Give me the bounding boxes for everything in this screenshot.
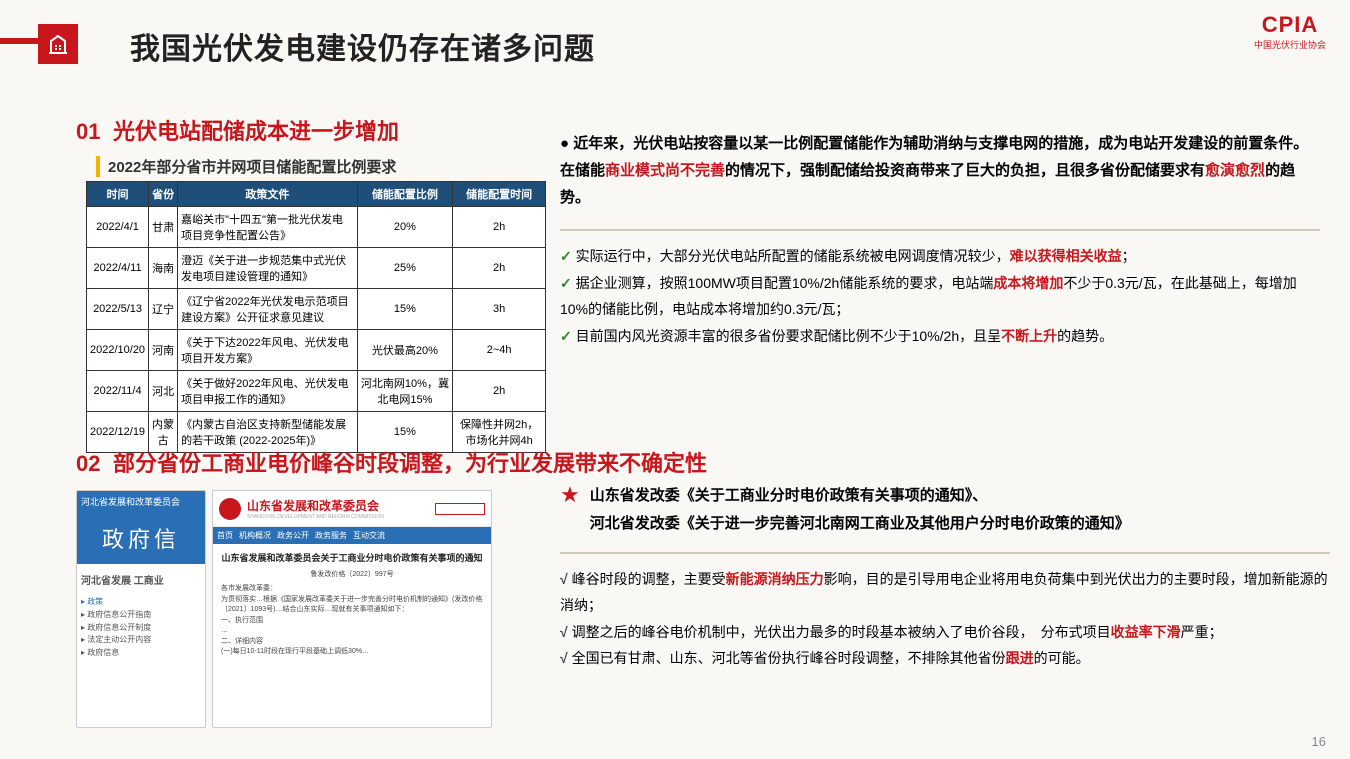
table-header: 储能配置时间 — [453, 182, 546, 207]
section-01-commentary: 近年来，光伏电站按容量以某一比例配置储能作为辅助消纳与支撑电网的措施，成为电站开… — [560, 130, 1320, 349]
check-item: 全国已有甘肃、山东、河北等省份执行峰谷时段调整，不排除其他省份跟进的可能。 — [560, 645, 1330, 672]
building-icon — [38, 24, 78, 64]
search-box — [435, 503, 485, 515]
accent-bar — [0, 38, 38, 44]
table-header: 储能配置比例 — [357, 182, 453, 207]
check-list-02: 峰谷时段的调整，主要受新能源消纳压力影响，目的是引导用电企业将用电负荷集中到光伏… — [560, 552, 1330, 672]
logo-subtext: 中国光伏行业协会 — [1254, 38, 1326, 51]
table-caption: 2022年部分省市并网项目储能配置比例要求 — [96, 156, 546, 177]
table-row: 2022/4/1甘肃嘉峪关市"十四五"第一批光伏发电项目竞争性配置公告》20%2… — [87, 207, 546, 248]
notice-titles: 山东省发改委《关于工商业分时电价政策有关事项的通知》、 河北省发改委《关于进一步… — [590, 482, 1130, 538]
check-item: 调整之后的峰谷电价机制中，光伏出力最多的时段基本被纳入了电价谷段， 分布式项目收… — [560, 619, 1330, 646]
policy-table: 时间省份政策文件储能配置比例储能配置时间 2022/4/1甘肃嘉峪关市"十四五"… — [86, 181, 546, 453]
table-row: 2022/11/4河北《关于做好2022年风电、光伏发电项目申报工作的通知》河北… — [87, 371, 546, 412]
section-heading-01: 光伏电站配储成本进一步增加 — [113, 119, 399, 144]
cpia-logo: CPIA 中国光伏行业协会 — [1254, 12, 1326, 51]
emblem-icon — [219, 498, 241, 520]
section-01: 01 光伏电站配储成本进一步增加 2022年部分省市并网项目储能配置比例要求 时… — [76, 114, 546, 453]
screenshot-hebei: 河北省发展和改革委员会 政府信 河北省发展 工商业 ▸ 政策 ▸ 政府信息公开指… — [76, 490, 206, 728]
bullet-main: 近年来，光伏电站按容量以某一比例配置储能作为辅助消纳与支撑电网的措施，成为电站开… — [560, 130, 1320, 211]
logo-text: CPIA — [1254, 12, 1326, 38]
section-num-01: 01 — [76, 119, 100, 145]
table-header: 省份 — [149, 182, 178, 207]
section-num-02: 02 — [76, 451, 100, 477]
check-list-01: 实际运行中，大部分光伏电站所配置的储能系统被电网调度情况较少，难以获得相关收益；… — [560, 229, 1320, 349]
check-item: 目前国内风光资源丰富的很多省份要求配储比例不少于10%/2h，且呈不断上升的趋势… — [560, 323, 1320, 350]
section-heading-02: 部分省份工商业电价峰谷时段调整，为行业发展带来不确定性 — [113, 451, 707, 476]
shandong-nav: 首页机构概况政务公开政务服务互动交流 — [213, 527, 491, 544]
page-title: 我国光伏发电建设仍存在诸多问题 — [130, 24, 595, 68]
check-item: 实际运行中，大部分光伏电站所配置的储能系统被电网调度情况较少，难以获得相关收益； — [560, 243, 1320, 270]
check-item: 据企业测算，按照100MW项目配置10%/2h储能系统的要求，电站端成本将增加不… — [560, 270, 1320, 323]
section-02-commentary: ★ 山东省发改委《关于工商业分时电价政策有关事项的通知》、 河北省发改委《关于进… — [560, 482, 1330, 672]
table-header: 政策文件 — [178, 182, 358, 207]
page-number: 16 — [1312, 734, 1326, 749]
check-item: 峰谷时段的调整，主要受新能源消纳压力影响，目的是引导用电企业将用电负荷集中到光伏… — [560, 566, 1330, 619]
screenshot-shandong: 山东省发展和改革委员会 SHANDONG DEVELOPMENT AND REF… — [212, 490, 492, 728]
table-header: 时间 — [87, 182, 149, 207]
table-row: 2022/10/20河南《关于下达2022年风电、光伏发电项目开发方案》光伏最高… — [87, 330, 546, 371]
table-row: 2022/4/11海南澄迈《关于进一步规范集中式光伏发电项目建设管理的通知》25… — [87, 248, 546, 289]
table-row: 2022/5/13辽宁《辽宁省2022年光伏发电示范项目建设方案》公开征求意见建… — [87, 289, 546, 330]
star-icon: ★ — [560, 482, 580, 538]
